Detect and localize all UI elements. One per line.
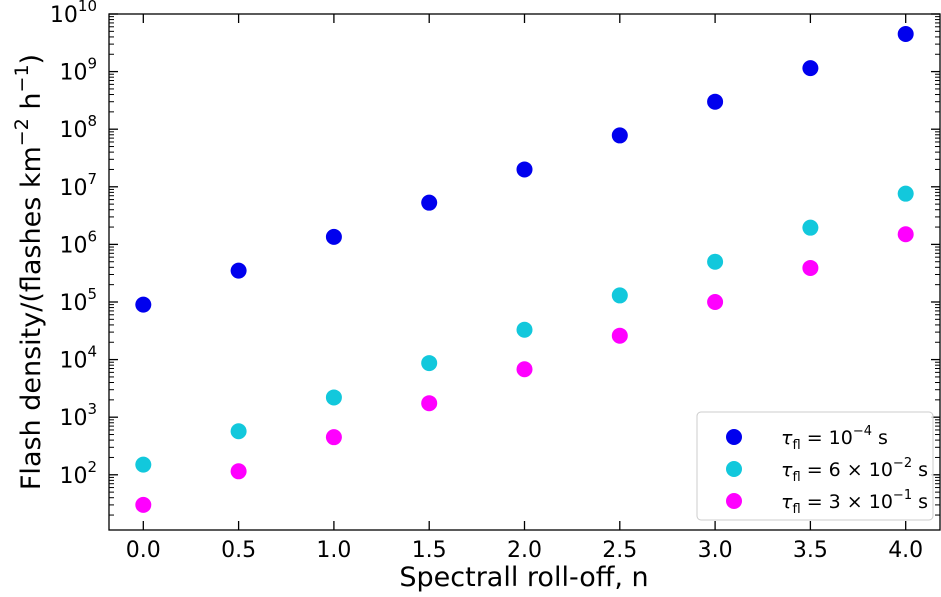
data-point-series-3 [230, 463, 247, 480]
data-point-series-2 [421, 355, 438, 372]
data-point-series-2 [230, 423, 247, 440]
legend-marker-series-3 [726, 493, 742, 509]
data-point-series-1 [135, 296, 152, 313]
data-point-series-3 [421, 395, 438, 412]
data-points [135, 25, 914, 513]
x-tick-label: 3.0 [698, 538, 733, 563]
y-axis-label: Flash density/(flashes km−2 h−1) [11, 54, 47, 490]
data-point-series-3 [707, 293, 724, 310]
y-tick-label: 108 [59, 112, 97, 143]
x-tick-label: 2.0 [507, 538, 542, 563]
y-tick-label: 109 [59, 55, 97, 86]
legend-marker-series-2 [726, 461, 742, 477]
x-tick-label: 0.0 [126, 538, 161, 563]
y-tick-label: 105 [59, 285, 97, 316]
y-tick-label: 103 [59, 400, 97, 431]
data-point-series-2 [516, 321, 533, 338]
data-point-series-1 [611, 127, 628, 144]
data-point-series-1 [421, 194, 438, 211]
axis-ticks [109, 13, 940, 530]
legend-label-series-1: τfl = 10−4 s [781, 424, 888, 453]
data-point-series-1 [516, 161, 533, 178]
data-point-series-3 [135, 496, 152, 513]
x-tick-label: 4.0 [888, 538, 923, 563]
x-axis-label: Spectrall roll-off, n [399, 562, 648, 593]
data-point-series-2 [707, 253, 724, 270]
x-tick-label: 2.5 [602, 538, 637, 563]
data-point-series-3 [516, 361, 533, 378]
y-tick-label: 102 [59, 458, 97, 489]
x-tick-label: 1.5 [412, 538, 447, 563]
data-point-series-2 [135, 456, 152, 473]
data-point-series-1 [325, 228, 342, 245]
data-point-series-2 [802, 219, 819, 236]
x-tick-label: 0.5 [221, 538, 256, 563]
legend-frame [696, 411, 934, 521]
data-point-series-3 [325, 429, 342, 446]
y-tick-label: 104 [59, 343, 97, 374]
legend: τfl = 10−4 s τfl = 6 × 10−2 s τfl = 3 × 10… [696, 411, 934, 521]
data-point-series-1 [802, 60, 819, 77]
legend-marker-series-1 [726, 429, 742, 445]
data-point-series-2 [611, 287, 628, 304]
legend-label-series-2: τfl = 6 × 10−2 s [781, 456, 928, 485]
legend-label-series-3: τfl = 3 × 10−1 s [781, 488, 928, 517]
y-tick-labels: 102 103 104 105 106 107 108 109 1010 [50, 0, 97, 489]
y-tick-label: 1010 [50, 0, 97, 28]
data-point-series-1 [707, 93, 724, 110]
data-point-series-3 [611, 327, 628, 344]
data-point-series-2 [897, 185, 914, 202]
data-point-series-1 [897, 25, 914, 42]
x-tick-label: 3.5 [793, 538, 828, 563]
data-point-series-2 [325, 389, 342, 406]
data-point-series-1 [230, 262, 247, 279]
y-tick-label: 106 [59, 227, 97, 258]
data-point-series-3 [897, 226, 914, 243]
data-point-series-3 [802, 259, 819, 276]
x-tick-labels: 0.0 0.5 1.0 1.5 2.0 2.5 3.0 3.5 4.0 [126, 538, 923, 563]
x-tick-label: 1.0 [316, 538, 351, 563]
y-tick-label: 107 [59, 170, 97, 201]
